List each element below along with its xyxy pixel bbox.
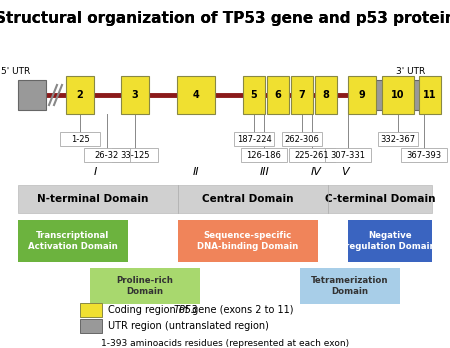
Text: 367-393: 367-393 [406, 150, 441, 159]
Text: Structural organization of TP53 gene and p53 protein: Structural organization of TP53 gene and… [0, 10, 450, 25]
Text: 3: 3 [131, 90, 139, 100]
Text: 8: 8 [323, 90, 329, 100]
Text: 11: 11 [423, 90, 437, 100]
Bar [243, 76, 265, 114]
Bar [112, 148, 158, 162]
Bar [80, 319, 102, 333]
Bar [355, 80, 430, 110]
Text: 7: 7 [299, 90, 306, 100]
Bar [300, 268, 400, 304]
Bar [348, 220, 432, 262]
Bar [325, 148, 371, 162]
Bar [378, 132, 418, 146]
Bar [90, 268, 200, 304]
Bar [18, 80, 46, 110]
Bar [80, 303, 102, 317]
Text: Tetramerization
Domain: Tetramerization Domain [311, 276, 389, 296]
Text: Central Domain: Central Domain [202, 194, 294, 204]
Bar [267, 76, 289, 114]
Bar [282, 132, 322, 146]
Bar [60, 132, 100, 146]
Bar [18, 185, 432, 213]
Text: 307-331: 307-331 [330, 150, 365, 159]
Bar [18, 220, 128, 262]
Text: C-terminal Domain: C-terminal Domain [325, 194, 435, 204]
Text: Coding region of: Coding region of [108, 305, 191, 315]
Bar [66, 76, 94, 114]
Text: Negative
regulation Domain: Negative regulation Domain [345, 231, 435, 251]
Bar [178, 220, 318, 262]
Text: TP53: TP53 [173, 305, 198, 315]
Bar [348, 76, 376, 114]
Text: V: V [341, 167, 349, 177]
Text: 5' UTR: 5' UTR [1, 68, 31, 77]
Text: Structural organization of TP53 gene and p53 protein: Structural organization of TP53 gene and… [0, 10, 450, 25]
Bar [419, 76, 441, 114]
Text: 1-25: 1-25 [71, 134, 90, 143]
Bar [291, 76, 313, 114]
Bar [382, 76, 414, 114]
Text: UTR region (untranslated region): UTR region (untranslated region) [108, 321, 269, 331]
Text: 126-186: 126-186 [247, 150, 281, 159]
Text: 26-32: 26-32 [95, 150, 119, 159]
Text: III: III [260, 167, 270, 177]
Text: gene (exons 2 to 11): gene (exons 2 to 11) [189, 305, 293, 315]
Text: 3' UTR: 3' UTR [396, 68, 425, 77]
Text: 9: 9 [359, 90, 365, 100]
Text: 10: 10 [391, 90, 405, 100]
Text: 1-393 aminoacids residues (represented at each exon): 1-393 aminoacids residues (represented a… [101, 340, 349, 348]
Text: Transcriptional
Activation Domain: Transcriptional Activation Domain [28, 231, 118, 251]
Bar [177, 76, 215, 114]
Text: 225-261: 225-261 [295, 150, 329, 159]
Text: I: I [94, 167, 97, 177]
Text: N-terminal Domain: N-terminal Domain [37, 194, 148, 204]
Text: 2: 2 [76, 90, 83, 100]
Text: Structural organization of TP53 gene and p53 protein: Structural organization of TP53 gene and… [0, 10, 450, 25]
Text: 5: 5 [251, 90, 257, 100]
Bar [84, 148, 130, 162]
Text: 262-306: 262-306 [284, 134, 319, 143]
Text: Proline-rich
Domain: Proline-rich Domain [117, 276, 173, 296]
Bar [289, 148, 335, 162]
Text: 4: 4 [193, 90, 199, 100]
Text: 187-224: 187-224 [237, 134, 271, 143]
Text: 6: 6 [274, 90, 281, 100]
Bar [315, 76, 337, 114]
Text: IV: IV [310, 167, 321, 177]
Bar [241, 148, 287, 162]
Text: 33-125: 33-125 [120, 150, 150, 159]
Text: Sequence-specific
DNA-binding Domain: Sequence-specific DNA-binding Domain [198, 231, 299, 251]
Text: II: II [193, 167, 199, 177]
Text: 332-367: 332-367 [380, 134, 415, 143]
Bar [234, 132, 274, 146]
Bar [401, 148, 447, 162]
Bar [121, 76, 149, 114]
